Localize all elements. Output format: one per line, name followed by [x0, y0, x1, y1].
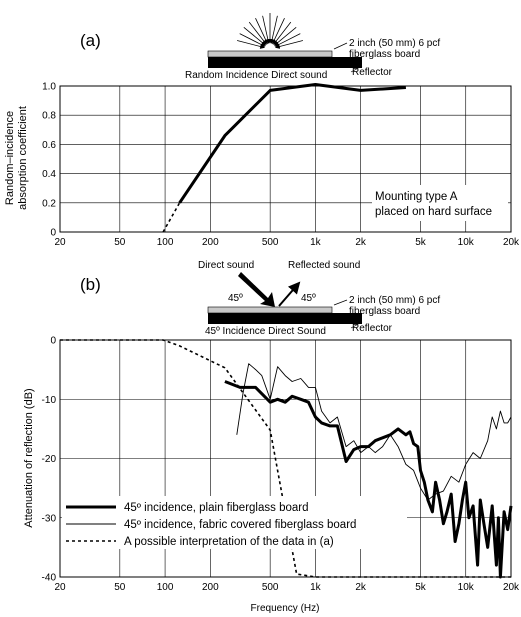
inset-b-angle-left: 45º [228, 293, 243, 304]
panel-a-y-axis-title-line1: Random–incidence [4, 111, 16, 205]
inset-a-board-label-line1: 2 inch (50 mm) 6 pcf [349, 38, 440, 49]
y-tick-label: 0.4 [42, 169, 56, 180]
fiberglass-board-b [207, 306, 333, 314]
inset-b-angle-right: 45º [301, 293, 316, 304]
reflected-sound-arrow [278, 281, 301, 307]
panel-a-annotation-line1: Mounting type A [375, 191, 458, 203]
series-line-thick-solid [178, 83, 406, 204]
panel-a-label: (a) [80, 31, 101, 50]
y-tick-label: -40 [42, 573, 57, 584]
x-tick-label: 500 [262, 582, 279, 593]
x-tick-label: 5k [415, 582, 427, 593]
panel-a-inset: Random Incidence Direct sound 2 inch (50… [185, 13, 440, 81]
inset-b-title: 45º Incidence Direct Sound [205, 326, 326, 337]
x-tick-label: 20k [503, 582, 520, 593]
reflector-plate-b [208, 313, 362, 324]
panel-a-y-ticks: 0 0.2 0.4 0.6 0.8 1.0 [42, 82, 56, 239]
inset-a-reflector-label: Reflector [352, 67, 393, 78]
series-line-thick-solid [224, 380, 513, 579]
panel-b-y-ticks: 0 -10 -20 -30 -40 [42, 336, 57, 584]
incident-ray [272, 18, 285, 45]
inset-b-direct-label: Direct sound [198, 260, 254, 271]
panel-b: (b) Direct sound Reflected sound 45º 45º… [23, 260, 520, 614]
x-tick-label: 50 [114, 237, 126, 248]
x-tick-label: 100 [157, 582, 174, 593]
panel-b-series [60, 339, 513, 579]
y-tick-label: -10 [42, 395, 57, 406]
incident-ray [275, 40, 304, 49]
panel-b-inset: Direct sound Reflected sound 45º 45º 45º… [198, 260, 440, 337]
legend-background [62, 496, 407, 549]
incident-ray [255, 18, 268, 45]
inset-a-title: Random Incidence Direct sound [185, 70, 327, 81]
incident-ray [248, 21, 267, 45]
incident-ray [269, 15, 278, 44]
plot-frame [59, 339, 512, 578]
x-tick-label: 2k [355, 582, 367, 593]
panel-a-annotation-bg [372, 185, 508, 221]
x-tick-label: 5k [415, 237, 427, 248]
plot-frame [59, 85, 512, 233]
y-tick-label: -30 [42, 513, 57, 524]
y-tick-label: 0.8 [42, 111, 56, 122]
x-tick-label: 1k [310, 237, 322, 248]
incident-ray [239, 33, 266, 47]
y-tick-label: 0.2 [42, 198, 56, 209]
y-tick-label: 0 [50, 228, 56, 239]
panel-b-x-ticks: 20 50 100 200 500 1k 2k 5k 10k 20k [54, 582, 520, 593]
inset-b-reflector-label: Reflector [352, 323, 393, 334]
x-tick-label: 2k [355, 237, 367, 248]
incident-ray [243, 26, 267, 46]
panel-b-y-axis-title: Attenuation of reflection (dB) [23, 388, 35, 527]
x-tick-label: 10k [458, 237, 475, 248]
inset-b-board-label-line1: 2 inch (50 mm) 6 pcf [349, 295, 440, 306]
y-tick-label: 0.6 [42, 140, 56, 151]
reflector-plate-a [208, 57, 362, 68]
panel-a-x-ticks: 20 50 100 200 500 1k 2k 5k 10k 20k [54, 237, 520, 248]
x-tick-label: 200 [202, 582, 219, 593]
legend-label-plain: 45º incidence, plain fiberglass board [124, 502, 308, 514]
panel-a: (a) Random Incidence Direct sound 2 inch… [4, 13, 520, 248]
y-tick-label: -20 [42, 454, 57, 465]
panel-a-series [162, 83, 406, 233]
x-tick-label: 10k [458, 582, 475, 593]
x-tick-label: 50 [114, 582, 126, 593]
legend: 45º incidence, plain fiberglass board 45… [62, 496, 407, 549]
x-tick-label: 100 [157, 237, 174, 248]
inset-b-board-label-line2: fiberglass board [349, 306, 420, 317]
panel-b-x-axis-title: Frequency (Hz) [251, 603, 320, 614]
series-line-dashed [162, 202, 181, 233]
fiberglass-board-a [207, 50, 333, 58]
incident-ray [236, 40, 265, 49]
random-incidence-rays [236, 13, 304, 49]
incident-ray [273, 21, 292, 45]
inset-b-reflected-label: Reflected sound [288, 260, 360, 271]
x-tick-label: 200 [202, 237, 219, 248]
y-tick-label: 0 [50, 336, 56, 347]
panel-a-y-axis-title-line2: absorption coefficient [17, 106, 29, 210]
direct-sound-arrow [238, 272, 275, 307]
x-tick-label: 20 [54, 237, 66, 248]
x-tick-label: 20k [503, 237, 520, 248]
series-line-dashed [60, 339, 511, 578]
inset-a-board-label-line2: fiberglass board [349, 49, 420, 60]
y-tick-label: 1.0 [42, 82, 56, 93]
legend-label-interpretation: A possible interpretation of the data in… [124, 536, 334, 548]
legend-label-fabric: 45º incidence, fabric covered fiberglass… [124, 519, 356, 531]
x-tick-label: 20 [54, 582, 66, 593]
series-line-thin-solid [236, 363, 512, 501]
panel-a-annotation-line2: placed on hard surface [375, 206, 492, 218]
panel-b-label: (b) [80, 275, 101, 294]
x-tick-label: 1k [310, 582, 322, 593]
x-tick-label: 500 [262, 237, 279, 248]
incident-ray [262, 15, 271, 44]
incident-ray [273, 26, 297, 46]
